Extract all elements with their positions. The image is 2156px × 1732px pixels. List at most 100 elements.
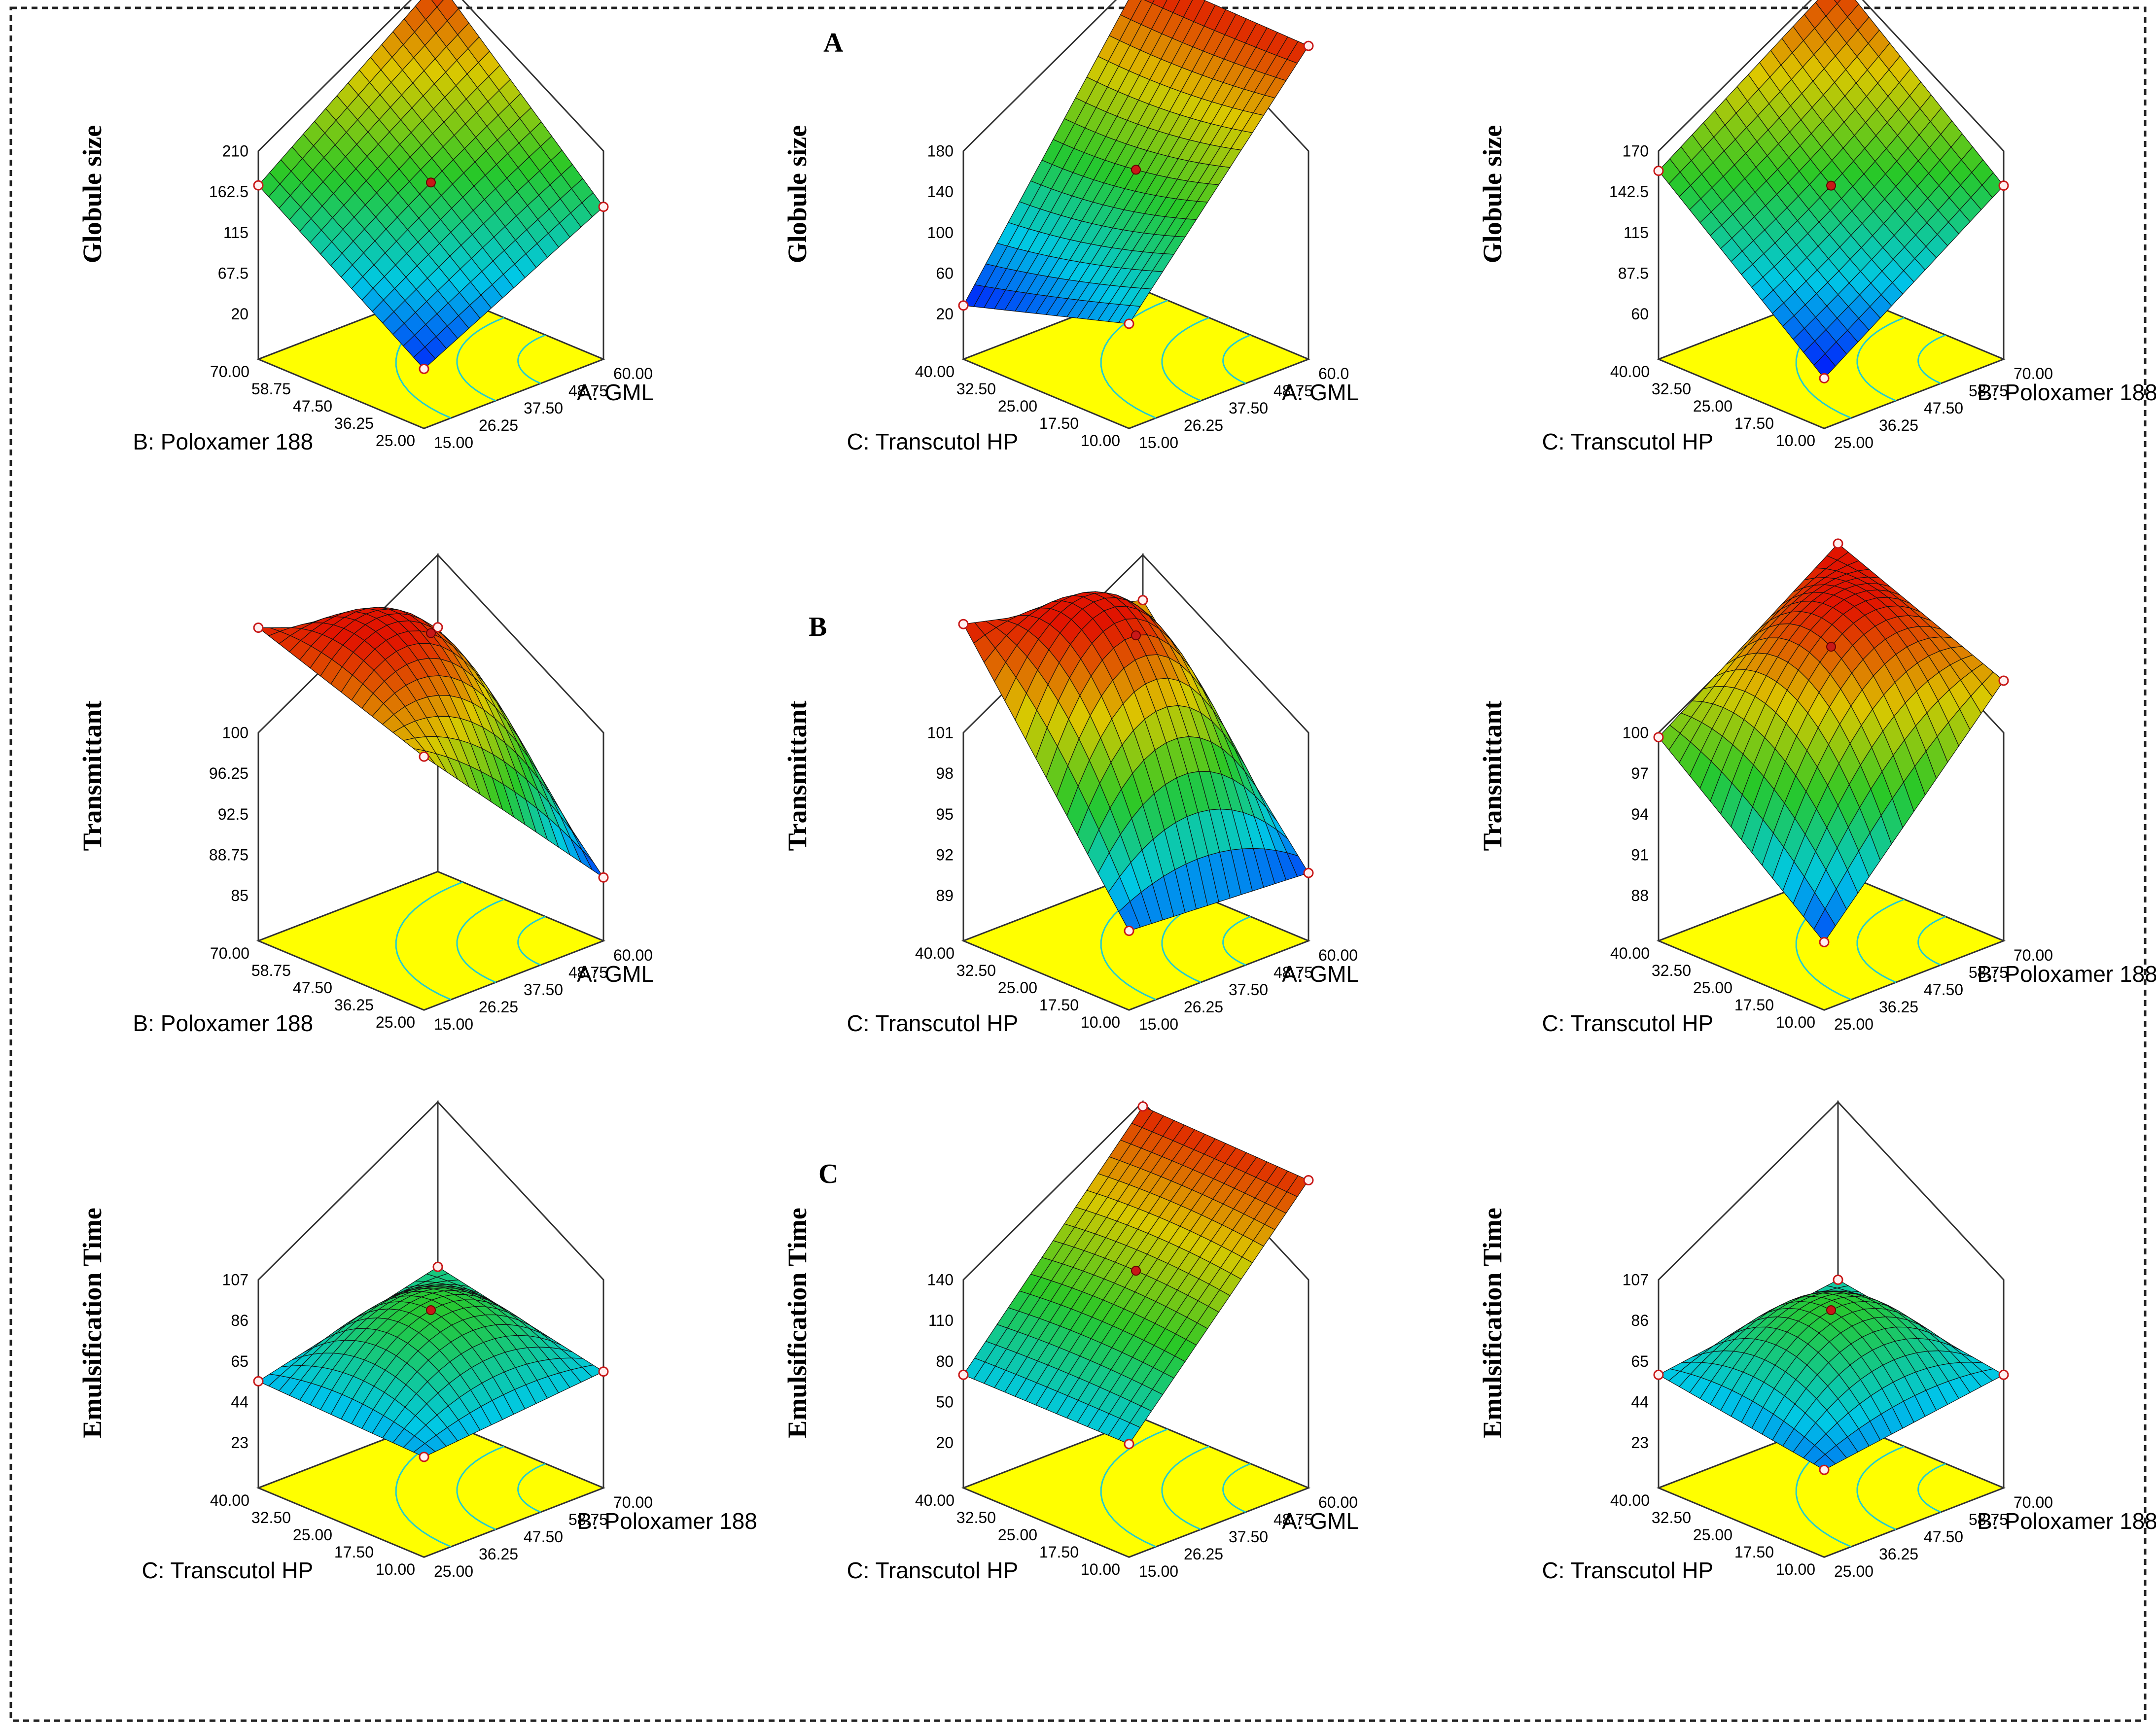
z-tick-label: 20 <box>936 1434 954 1452</box>
z-axis-title: Transmittant <box>782 700 812 851</box>
z-tick-label: 60 <box>1631 305 1649 323</box>
x-tick-label: 36.25 <box>1879 998 1918 1016</box>
x-tick-label: 47.50 <box>524 1528 563 1546</box>
x-tick-label: 58.75 <box>1969 964 2008 981</box>
response-surface <box>1658 1279 2005 1470</box>
floor-contour-2 <box>1856 899 1905 983</box>
y-tick-label: 17.50 <box>1734 415 1774 432</box>
surface-plot-2: 20 60 100 140 180 Globule size 15.00 26.25 37.50… <box>782 0 1359 454</box>
design-point <box>1653 166 1664 176</box>
z-tick-label: 20 <box>936 305 954 323</box>
y-tick-label: 32.50 <box>956 380 996 398</box>
x-tick-label: 15.00 <box>1139 1015 1178 1033</box>
y-tick-label: 36.25 <box>334 996 374 1014</box>
y-tick-label: 25.00 <box>1693 979 1732 997</box>
design-point <box>1819 373 1830 383</box>
z-axis-title: Emulsification Time <box>782 1208 812 1438</box>
x-tick-label: 70.00 <box>2014 365 2053 382</box>
x-tick-label: 60.00 <box>1318 1493 1358 1511</box>
surface-cell <box>1118 305 1141 324</box>
floor-contour-1 <box>517 334 546 384</box>
response-surface <box>963 591 1309 932</box>
z-axis-title: Transmittant <box>77 700 107 851</box>
response-surface <box>1658 0 2004 379</box>
surface-cell <box>1834 0 1841 4</box>
floor-contour-2 <box>456 899 504 983</box>
floor-contour-2 <box>1856 317 1905 402</box>
z-tick-label: 50 <box>936 1393 954 1411</box>
design-point <box>1833 1274 1843 1285</box>
design-point <box>432 1261 443 1272</box>
y-tick-label: 17.50 <box>1039 996 1079 1014</box>
floor-contour-2 <box>456 317 504 402</box>
design-point <box>1137 595 1148 606</box>
surface-plot-7: 23 44 65 86 107 Emulsification Time 25.00 36.25… <box>77 1100 757 1583</box>
y-axis-title: C: Transcutol HP <box>142 1558 314 1583</box>
design-point <box>432 622 443 633</box>
design-point <box>419 363 429 374</box>
z-tick-label: 100 <box>222 724 248 742</box>
z-tick-label: 86 <box>231 1312 248 1329</box>
floor-contour-1 <box>1222 916 1251 966</box>
z-tick-label: 44 <box>231 1393 248 1411</box>
center-point <box>1131 630 1141 641</box>
y-tick-label: 25.00 <box>998 1526 1037 1544</box>
floor-contour-3 <box>395 881 463 1001</box>
floor-contour-2 <box>1161 1446 1209 1530</box>
response-surface <box>963 0 1309 324</box>
x-tick-label: 48.75 <box>568 382 608 400</box>
y-tick-label: 40.00 <box>1610 1491 1650 1509</box>
x-tick-label: 47.50 <box>1924 399 1963 417</box>
z-tick-label: 87.5 <box>1618 264 1649 282</box>
y-tick-label: 17.50 <box>1734 996 1774 1014</box>
x-tick-label: 70.00 <box>2014 946 2053 964</box>
design-point <box>253 180 264 191</box>
y-tick-label: 40.00 <box>915 944 954 962</box>
x-tick-label: 47.50 <box>1924 981 1963 999</box>
center-point <box>1826 642 1836 652</box>
z-tick-label: 88.75 <box>209 846 248 864</box>
z-axis-title: Globule size <box>77 125 107 264</box>
z-tick-label: 140 <box>927 1271 954 1289</box>
z-tick-label: 92.5 <box>218 805 248 823</box>
design-point <box>598 872 609 883</box>
floor-contour-2 <box>456 1446 504 1530</box>
y-tick-label: 25.00 <box>1693 1526 1732 1544</box>
z-tick-label: 85 <box>231 887 248 904</box>
surface-cell <box>1813 908 1836 943</box>
x-axis-title: A: GML <box>1282 1508 1359 1534</box>
y-tick-label: 40.00 <box>1610 944 1650 962</box>
row-label-c: C <box>818 1159 838 1189</box>
x-tick-label: 15.00 <box>1139 1562 1178 1580</box>
y-tick-label: 10.00 <box>1776 1013 1815 1031</box>
x-axis-title: B: Poloxamer 188 <box>1977 1508 2156 1534</box>
x-axis-title: A: GML <box>577 961 654 987</box>
z-tick-label: 86 <box>1631 1312 1649 1329</box>
plots-group: 20 67.5 115 162.5 210 Globule size 15.00 26.25 3… <box>77 0 2156 1583</box>
design-point <box>598 1366 609 1377</box>
row-label-a: A <box>823 28 844 58</box>
design-point <box>1124 1439 1134 1450</box>
floor-contour-2 <box>1856 1446 1905 1530</box>
z-tick-label: 94 <box>1631 805 1649 823</box>
x-tick-label: 48.75 <box>1273 964 1313 981</box>
response-surface <box>257 607 604 878</box>
z-tick-label: 100 <box>1623 724 1649 742</box>
x-tick-label: 26.25 <box>479 416 518 434</box>
z-tick-label: 101 <box>927 724 954 742</box>
y-tick-label: 47.50 <box>293 979 332 997</box>
z-tick-label: 115 <box>223 224 248 242</box>
surface-plot-4: 85 88.75 92.5 96.25 100 Transmittant 15.00 26.2… <box>77 553 654 1036</box>
design-point <box>958 300 969 311</box>
z-tick-label: 98 <box>936 764 954 782</box>
surface-cell <box>1813 353 1836 379</box>
z-tick-label: 97 <box>1631 764 1649 782</box>
floor-contour-1 <box>1917 1463 1946 1513</box>
x-tick-label: 15.00 <box>434 434 473 451</box>
surface-cell <box>1118 901 1141 932</box>
z-tick-label: 140 <box>927 183 954 201</box>
y-tick-label: 58.75 <box>251 380 291 398</box>
y-tick-label: 25.00 <box>998 979 1037 997</box>
